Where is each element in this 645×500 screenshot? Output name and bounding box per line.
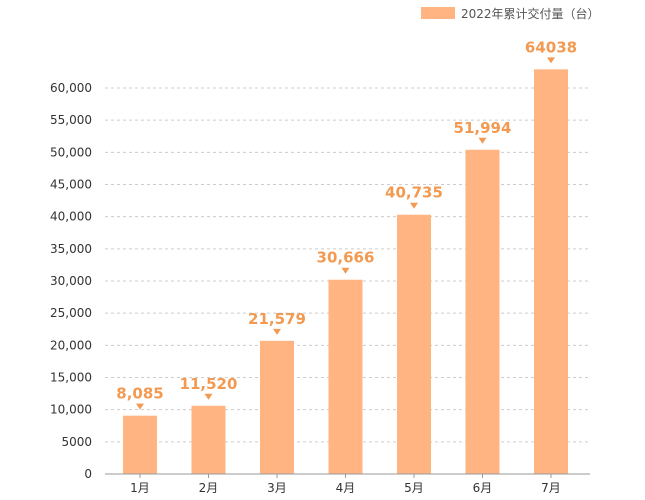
data-label-marker [478, 137, 487, 144]
data-label: 40,735 [385, 184, 443, 202]
bar [465, 149, 500, 474]
y-tick-label: 0 [84, 467, 92, 481]
data-label-marker [341, 267, 350, 274]
y-tick-label: 45,000 [50, 178, 92, 192]
data-label-marker [136, 403, 144, 410]
y-tick-label: 60,000 [50, 81, 92, 95]
x-tick-label: 2月 [199, 481, 219, 495]
data-label-marker [273, 328, 281, 335]
y-tick-label: 30,000 [50, 274, 92, 288]
data-label-marker [204, 393, 213, 400]
x-tick-label: 5月 [404, 481, 424, 495]
y-tick-label: 50,000 [50, 145, 92, 159]
x-tick-label: 3月 [267, 481, 287, 495]
x-tick-label: 1月 [130, 481, 150, 495]
bars: 8,085 11,520 21,579 30,666 40,735 51,994 64038 [116, 38, 577, 475]
bar [123, 415, 157, 474]
bar [397, 214, 431, 474]
x-tick-label: 4月 [336, 481, 356, 495]
y-tick-label: 10,000 [50, 403, 92, 417]
y-tick-label: 35,000 [50, 242, 92, 256]
y-tick-label: 25,000 [50, 306, 92, 320]
legend-swatch [421, 7, 455, 19]
data-label: 8,085 [116, 385, 163, 403]
data-label-marker [547, 57, 555, 64]
data-label: 51,994 [454, 119, 512, 137]
bar [191, 405, 226, 474]
legend: 2022年累计交付量（台） [421, 6, 600, 21]
y-tick-label: 5000 [61, 435, 92, 449]
legend-label: 2022年累计交付量（台） [461, 6, 600, 21]
y-tick-label: 15,000 [50, 371, 92, 385]
bar [260, 340, 294, 474]
y-axis: 0 5000 10,000 15,000 20,000 25,000 30,000 35,00… [50, 81, 92, 481]
x-tick-label: 7月 [541, 481, 561, 495]
data-label-marker [410, 202, 418, 209]
data-label: 64038 [525, 38, 577, 56]
bar [328, 279, 363, 474]
data-label: 30,666 [317, 249, 375, 267]
y-tick-label: 55,000 [50, 113, 92, 127]
data-label: 21,579 [248, 310, 306, 328]
x-axis: 1月 2月 3月 4月 5月 6月 7月 [105, 473, 590, 495]
y-tick-label: 20,000 [50, 338, 92, 352]
data-label: 11,520 [180, 375, 238, 393]
bar [534, 69, 568, 475]
x-tick-label: 6月 [473, 481, 493, 495]
y-tick-label: 40,000 [50, 210, 92, 224]
